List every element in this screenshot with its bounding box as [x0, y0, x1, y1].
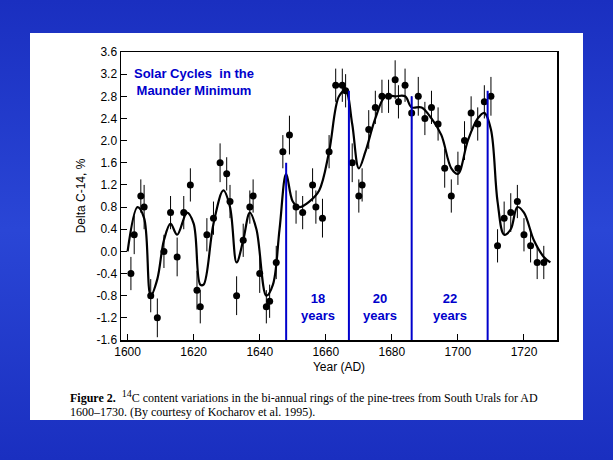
svg-text:18years: 18years — [301, 291, 335, 323]
svg-text:2.8: 2.8 — [100, 90, 117, 104]
svg-text:1.2: 1.2 — [100, 178, 117, 192]
svg-text:2.4: 2.4 — [100, 112, 117, 126]
svg-text:-0.4: -0.4 — [96, 267, 117, 281]
svg-text:1720: 1720 — [511, 345, 538, 359]
html-text:Figure 2.: Figure 2. — [70, 391, 116, 405]
svg-text:1680: 1680 — [378, 345, 405, 359]
svg-text:0.0: 0.0 — [100, 245, 117, 259]
svg-text:3.6: 3.6 — [100, 45, 117, 59]
svg-text:Solar Cycles in theMaunder Mi: Solar Cycles in theMaunder Minimum — [134, 66, 254, 98]
svg-text:1.6: 1.6 — [100, 156, 117, 170]
svg-text:20years: 20years — [363, 291, 397, 323]
svg-text:22years: 22years — [433, 291, 467, 323]
svg-text:-1.2: -1.2 — [96, 311, 117, 325]
svg-text:1700: 1700 — [445, 345, 472, 359]
html-text:14C content variations in the: 14C content variations in the bi-annual … — [70, 388, 538, 419]
svg-text:1640: 1640 — [246, 345, 273, 359]
svg-text:1600: 1600 — [114, 345, 141, 359]
svg-text:1620: 1620 — [180, 345, 207, 359]
svg-text:0.4: 0.4 — [100, 222, 117, 236]
svg-text:-1.6: -1.6 — [96, 333, 117, 347]
svg-text:3.2: 3.2 — [100, 67, 117, 81]
svg-text:0.8: 0.8 — [100, 200, 117, 214]
svg-text:1660: 1660 — [312, 345, 339, 359]
svg-text:Delta C-14, %: Delta C-14, % — [74, 158, 88, 233]
svg-text:2.0: 2.0 — [100, 134, 117, 148]
svg-text:-0.8: -0.8 — [96, 289, 117, 303]
svg-text:Year (AD): Year (AD) — [313, 360, 365, 374]
